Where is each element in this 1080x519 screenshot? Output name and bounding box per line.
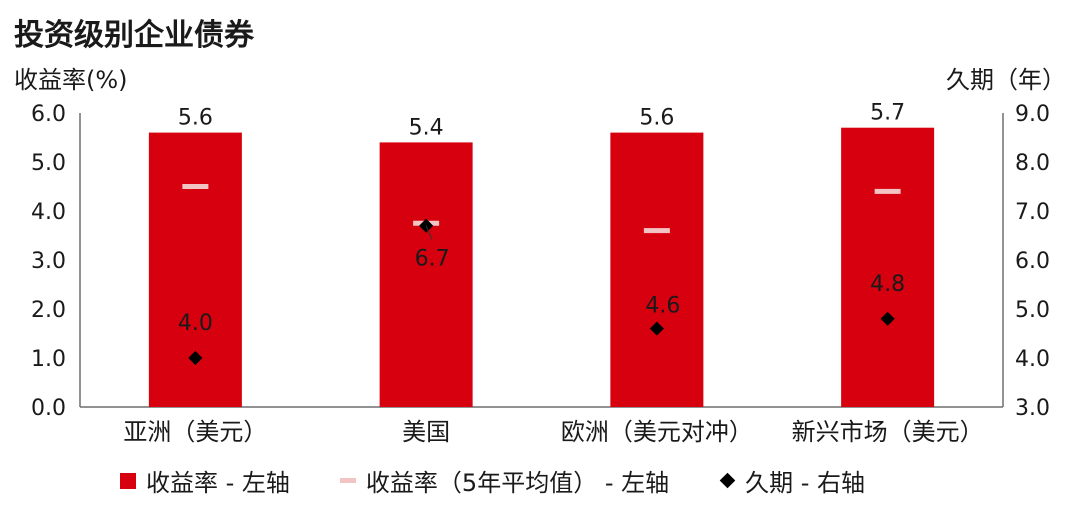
- category-label: 新兴市场（美元）: [792, 418, 984, 446]
- duration-label: 6.7: [415, 247, 450, 272]
- right-tick-label: 9.0: [1015, 102, 1050, 127]
- category-label: 亚洲（美元）: [123, 418, 267, 446]
- duration-marker: [649, 321, 664, 336]
- yield-bar-label: 5.4: [409, 115, 444, 140]
- yield-bar-label: 5.6: [639, 106, 674, 131]
- category-label: 欧洲（美元对冲）: [561, 418, 753, 446]
- yield-bar-label: 5.6: [178, 106, 213, 131]
- left-axis-title: 收益率(%): [14, 66, 128, 94]
- legend-item-yield: 收益率 - 左轴: [120, 463, 290, 498]
- right-tick-label: 7.0: [1015, 200, 1050, 225]
- right-axis-title: 久期（年）: [946, 66, 1066, 94]
- legend-item-duration: 久期 - 右轴: [719, 463, 865, 498]
- legend-label-duration: 久期 - 右轴: [745, 469, 866, 497]
- avg-yield-dash: [874, 188, 901, 194]
- avg-yield-dash: [643, 228, 670, 234]
- duration-marker: [188, 350, 203, 366]
- duration-label: 4.8: [870, 272, 905, 297]
- left-tick-label: 1.0: [31, 347, 66, 372]
- chart-title: 投资级别企业债券: [14, 18, 254, 53]
- legend-label-yield: 收益率 - 左轴: [146, 469, 290, 497]
- legend-item-avg-yield: 收益率（5年平均值） - 左轴: [339, 463, 670, 498]
- yield-bar-label: 5.7: [870, 101, 905, 126]
- yield-bar: [841, 127, 935, 407]
- right-tick-label: 5.0: [1015, 298, 1050, 323]
- right-tick-label: 8.0: [1015, 151, 1050, 176]
- yield-bar: [610, 132, 704, 407]
- right-tick-label: 6.0: [1015, 249, 1050, 274]
- avg-yield-dash: [182, 184, 209, 189]
- left-tick-label: 2.0: [31, 298, 66, 323]
- legend-dash-swatch: [339, 478, 356, 483]
- yield-bar: [379, 142, 473, 407]
- duration-leader-line: [425, 225, 433, 240]
- legend-label-avg-yield: 收益率（5年平均值） - 左轴: [365, 469, 670, 497]
- legend-bar-swatch: [120, 472, 136, 489]
- duration-label: 4.6: [645, 294, 680, 319]
- left-tick-label: 3.0: [31, 249, 66, 274]
- legend: 收益率 - 左轴 收益率（5年平均值） - 左轴 久期 - 右轴: [120, 463, 865, 498]
- left-tick-label: 0.0: [31, 396, 66, 421]
- left-tick-label: 5.0: [31, 151, 66, 176]
- left-tick-label: 4.0: [31, 200, 66, 225]
- right-tick-label: 4.0: [1015, 347, 1050, 372]
- left-tick-label: 6.0: [31, 102, 66, 127]
- right-tick-label: 3.0: [1015, 396, 1050, 421]
- yield-bar: [148, 132, 242, 407]
- legend-diamond-swatch: [719, 472, 736, 489]
- duration-marker: [880, 311, 895, 326]
- category-label: 美国: [402, 418, 450, 446]
- duration-label: 4.0: [178, 311, 213, 336]
